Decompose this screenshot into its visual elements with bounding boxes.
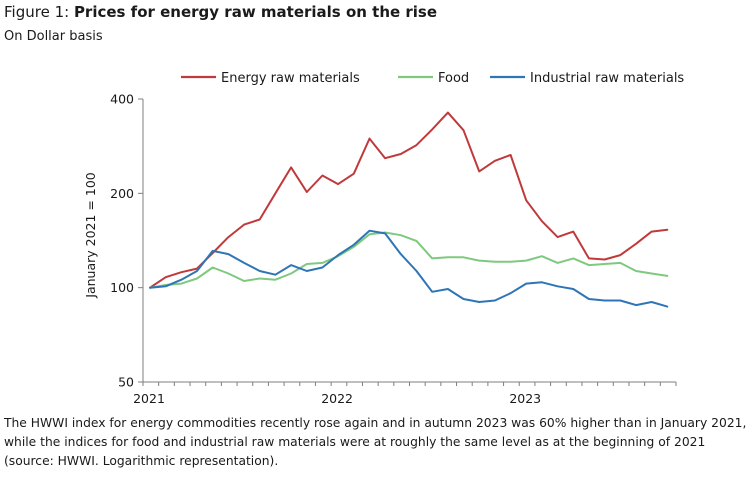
chart-series xyxy=(149,111,669,308)
chart-axes: 50 100 200 400 2021 2022 2023 xyxy=(110,92,677,406)
x-tick-label: 2021 xyxy=(133,391,165,406)
legend: Energy raw materials Food Industrial raw m… xyxy=(181,71,684,86)
figure-prefix: Figure 1: xyxy=(4,3,74,21)
y-axis-label: January 2021 = 100 xyxy=(83,172,98,298)
figure-title-text: Prices for energy raw materials on the r… xyxy=(73,3,438,21)
series-line-industrial-raw-materials xyxy=(149,229,669,308)
series-line-energy-raw-materials xyxy=(149,111,669,289)
line-chart: Energy raw materials Food Industrial raw m… xyxy=(83,71,684,406)
series-line-food xyxy=(149,231,669,289)
figure-title: Figure 1: Prices for energy raw material… xyxy=(4,3,437,21)
y-tick-label: 50 xyxy=(118,375,134,390)
y-tick-label: 100 xyxy=(110,280,134,295)
x-tick-label: 2022 xyxy=(321,391,353,406)
legend-label: Industrial raw materials xyxy=(530,71,684,86)
y-tick-label: 400 xyxy=(110,92,134,107)
legend-item-energy-raw-materials: Energy raw materials xyxy=(181,71,360,86)
legend-label: Energy raw materials xyxy=(221,71,360,86)
x-tick-label: 2023 xyxy=(509,391,541,406)
y-tick-label: 200 xyxy=(110,186,134,201)
legend-item-industrial-raw-materials: Industrial raw materials xyxy=(490,71,684,86)
figure-subtitle: On Dollar basis xyxy=(4,29,103,44)
legend-item-food: Food xyxy=(398,71,469,86)
legend-label: Food xyxy=(438,71,469,86)
figure-caption: The HWWI index for energy commodities re… xyxy=(4,416,747,468)
